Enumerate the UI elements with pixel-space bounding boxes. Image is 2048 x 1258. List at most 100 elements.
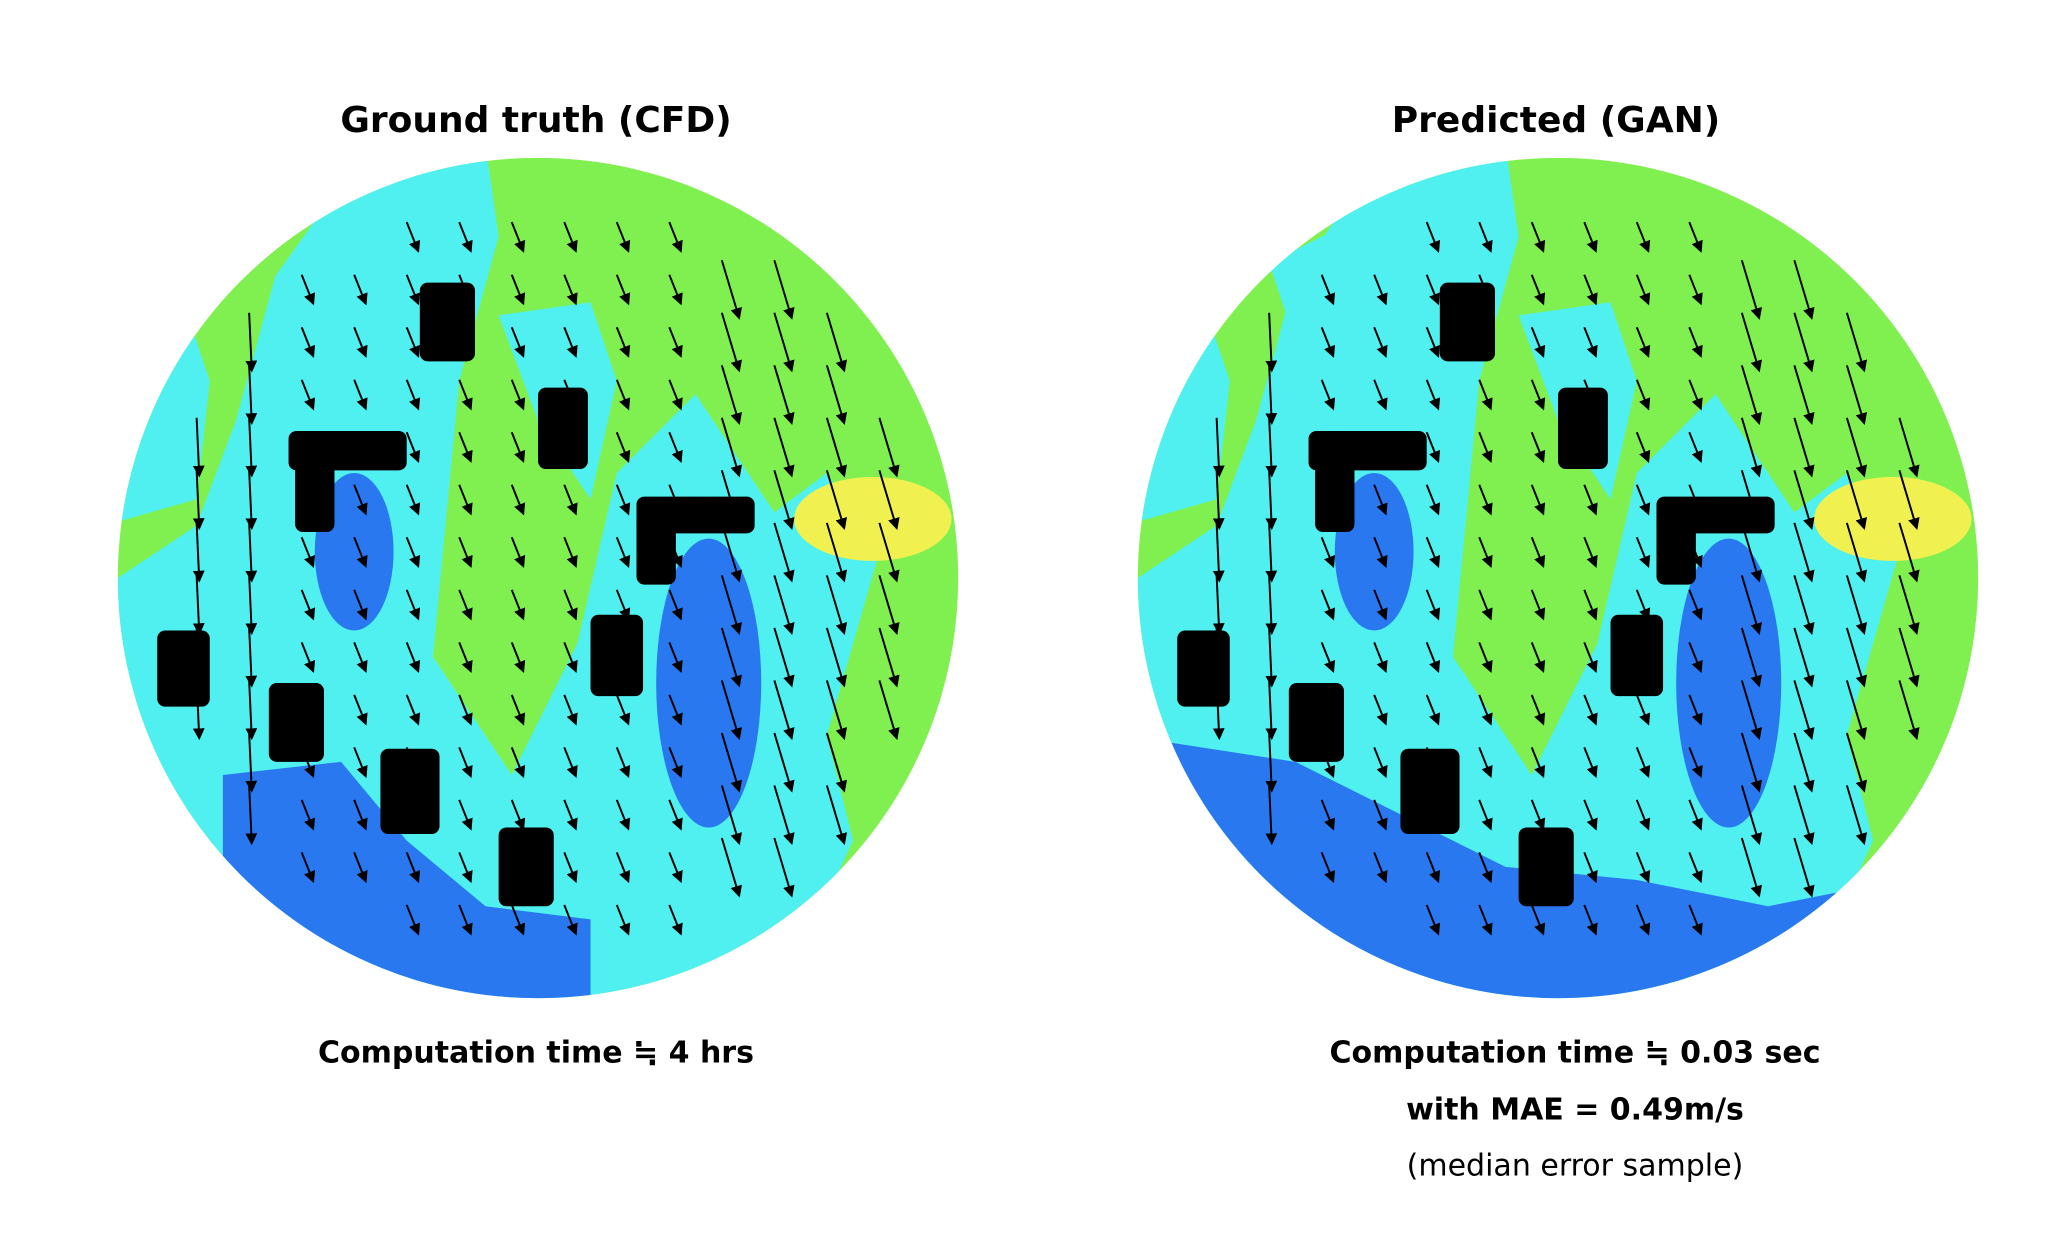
- wind-arrow: [510, 326, 526, 358]
- region: [314, 472, 394, 631]
- wind-arrow: [825, 627, 848, 688]
- wind-arrow: [773, 785, 795, 846]
- wind-arrow: [1688, 694, 1703, 726]
- caption: (median error sample): [1407, 1149, 1744, 1184]
- wind-arrow: [353, 326, 368, 358]
- wind-arrow: [1478, 536, 1493, 569]
- wind-arrow: [1583, 747, 1598, 779]
- wind-arrow: [668, 799, 683, 831]
- wind-arrow: [1740, 837, 1762, 898]
- wind-arrow: [1320, 747, 1336, 779]
- wind-arrow: [1478, 484, 1493, 516]
- wind-arrow: [1373, 431, 1388, 463]
- wind-arrow: [1688, 641, 1703, 674]
- wind-arrow: [353, 694, 368, 726]
- wind-arrow: [720, 470, 742, 530]
- wind-arrow: [878, 522, 900, 583]
- wind-arrow: [1635, 694, 1651, 726]
- wind-arrow: [1425, 589, 1441, 621]
- wind-arrow: [1265, 785, 1278, 846]
- wind-arrow: [825, 417, 848, 478]
- wind-arrow: [1740, 259, 1762, 320]
- wind-arrow: [563, 904, 578, 936]
- wind-arrow: [615, 641, 631, 674]
- wind-arrow: [1740, 732, 1762, 793]
- wind-arrow: [668, 431, 683, 463]
- wind-arrow: [1373, 274, 1388, 306]
- wind-arrow: [668, 326, 683, 358]
- wind-arrow: [1583, 799, 1598, 831]
- wind-arrow: [1425, 747, 1441, 779]
- wind-arrow: [825, 785, 848, 846]
- wind-arrow: [1635, 747, 1651, 779]
- wind-arrow: [1898, 627, 1920, 688]
- wind-arrow: [615, 274, 631, 306]
- wind-arrow: [1212, 470, 1225, 531]
- wind-arrow: [1530, 431, 1546, 463]
- wind-arrow: [720, 312, 742, 373]
- wind-arrow: [668, 274, 683, 306]
- wind-arrow: [458, 379, 473, 411]
- wind-arrow: [1530, 747, 1546, 779]
- wind-arrow: [615, 431, 631, 463]
- wind-arrow: [615, 536, 631, 569]
- wind-arrow: [1320, 379, 1336, 411]
- wind-arrow: [1373, 379, 1388, 411]
- wind-arrow: [353, 747, 368, 779]
- wind-arrow: [1845, 522, 1868, 583]
- wind-arrow: [1265, 470, 1278, 531]
- wind-arrow: [1425, 326, 1441, 358]
- wind-arrow: [1740, 312, 1762, 373]
- wind-arrow: [1635, 326, 1651, 358]
- wind-arrow: [1740, 365, 1762, 425]
- wind-arrow: [1530, 641, 1546, 674]
- wind-arrow: [668, 694, 683, 726]
- wind-arrow: [405, 904, 421, 936]
- wind-arrow: [563, 747, 578, 779]
- caption: Computation time ≒ 0.03 sec: [1329, 1036, 1820, 1071]
- wind-arrow: [773, 732, 795, 793]
- wind-arrow: [1793, 312, 1815, 373]
- wind-arrow: [353, 274, 368, 306]
- wind-arrow: [1320, 799, 1336, 831]
- wind-arrow: [1793, 259, 1815, 320]
- building: [1177, 630, 1230, 707]
- wind-arrow: [1635, 484, 1651, 516]
- region: [1334, 472, 1414, 631]
- wind-arrow: [405, 799, 421, 831]
- field-clip: [1137, 157, 1979, 999]
- wind-arrow: [720, 365, 742, 425]
- wind-arrow: [1265, 417, 1278, 478]
- wind-arrow: [1530, 852, 1546, 884]
- wind-arrow: [668, 589, 683, 621]
- wind-arrow: [1265, 365, 1278, 426]
- wind-arrow: [1425, 379, 1441, 411]
- wind-arrow: [1425, 904, 1441, 936]
- wind-arrow: [720, 785, 742, 846]
- wind-arrow: [1320, 852, 1336, 884]
- wind-arrow: [1845, 470, 1868, 530]
- panel-title: Ground truth (CFD): [340, 100, 731, 141]
- wind-arrow: [1425, 431, 1441, 463]
- wind-arrow: [878, 470, 900, 530]
- wind-arrow: [773, 417, 795, 478]
- wind-arrow: [1635, 431, 1651, 463]
- wind-arrow: [1373, 694, 1388, 726]
- wind-arrow: [1425, 221, 1441, 253]
- wind-arrow: [720, 627, 742, 688]
- building: [538, 387, 588, 470]
- wind-arrow: [1373, 799, 1388, 831]
- wind-arrow: [878, 417, 900, 478]
- wind-arrow: [1478, 694, 1493, 726]
- flow-field: [1137, 157, 1979, 999]
- wind-arrow: [1478, 326, 1493, 358]
- wind-arrow: [1530, 799, 1546, 831]
- wind-arrow: [510, 589, 526, 621]
- wind-arrow: [1688, 221, 1703, 253]
- wind-arrow: [1898, 470, 1920, 530]
- wind-arrow: [1793, 837, 1815, 898]
- wind-arrow: [245, 417, 258, 478]
- wind-arrow: [825, 575, 848, 636]
